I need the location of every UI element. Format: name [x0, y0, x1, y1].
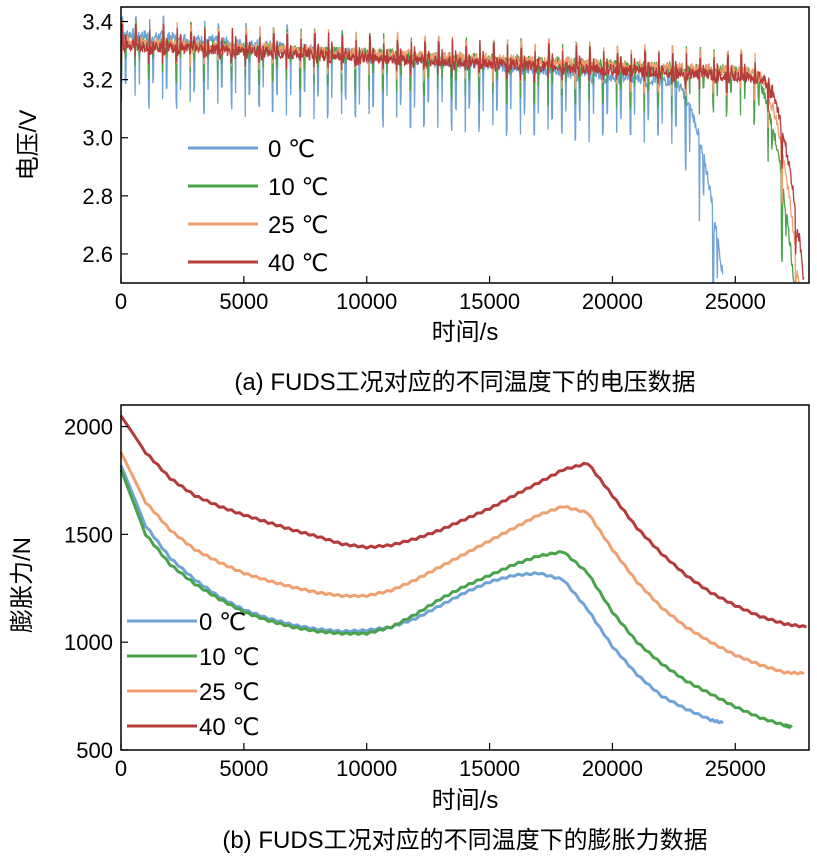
y-tick-label: 3.2 — [82, 68, 113, 93]
voltage-chart: 0 5000 10000 15000 20000 25000 2.6 2.8 3.0 3.2 3.… — [15, 6, 810, 396]
y-tick-label: 1500 — [64, 522, 113, 547]
y-tick-label: 500 — [76, 738, 113, 763]
x-tick-label: 5000 — [219, 756, 268, 781]
voltage-plot-frame — [120, 6, 810, 284]
swelling-x-axis-label: 时间/s — [432, 787, 499, 814]
legend-label: 40 ℃ — [268, 250, 328, 277]
voltage-series-group — [121, 15, 805, 283]
x-tick-label: 25000 — [705, 756, 766, 781]
legend-label: 10 ℃ — [268, 174, 328, 201]
legend-label: 25 ℃ — [268, 212, 328, 239]
x-tick-label: 15000 — [459, 756, 520, 781]
x-tick-label: 15000 — [459, 289, 520, 314]
swelling-series-line-0 — [119, 464, 724, 725]
x-tick-label: 0 — [115, 756, 127, 781]
y-tick-label: 2000 — [64, 415, 113, 440]
swelling-force-chart: 0 5000 10000 15000 20000 25000 500 1000 1500 200… — [9, 404, 810, 854]
swelling-legend: 0 ℃ 10 ℃ 25 ℃ 40 ℃ — [127, 609, 259, 741]
swelling-series-line-1 — [119, 469, 793, 729]
legend-label: 25 ℃ — [199, 679, 259, 706]
legend-label: 0 ℃ — [199, 609, 246, 636]
voltage-legend: 0 ℃ 10 ℃ 25 ℃ 40 ℃ — [188, 136, 328, 277]
swelling-chart-caption: (b) FUDS工况对应的不同温度下的膨胀力数据 — [222, 827, 707, 854]
voltage-series-line-3 — [121, 23, 805, 280]
x-tick-label: 0 — [115, 289, 127, 314]
swelling-series-group — [119, 414, 808, 729]
legend-label: 40 ℃ — [199, 714, 259, 741]
voltage-series-line-2 — [121, 20, 800, 283]
y-tick-label: 2.8 — [82, 184, 113, 209]
swelling-series-line-3 — [119, 414, 808, 629]
x-tick-label: 20000 — [582, 289, 643, 314]
voltage-y-axis-label: 电压/V — [15, 110, 42, 181]
voltage-chart-caption: (a) FUDS工况对应的不同温度下的电压数据 — [234, 369, 695, 396]
swelling-y-axis-label: 膨胀力/N — [9, 537, 36, 633]
legend-label: 10 ℃ — [199, 644, 259, 671]
x-tick-label: 20000 — [582, 756, 643, 781]
x-tick-label: 10000 — [336, 756, 397, 781]
y-tick-label: 2.6 — [82, 242, 113, 267]
voltage-x-axis-label: 时间/s — [432, 319, 499, 346]
swelling-plot-frame — [120, 404, 810, 751]
swelling-series-line-2 — [119, 451, 805, 676]
y-tick-label: 1000 — [64, 630, 113, 655]
x-tick-label: 25000 — [705, 289, 766, 314]
y-tick-label: 3.4 — [82, 10, 113, 35]
legend-label: 0 ℃ — [268, 136, 315, 163]
y-tick-label: 3.0 — [82, 126, 113, 151]
x-tick-label: 5000 — [219, 289, 268, 314]
x-tick-label: 10000 — [336, 289, 397, 314]
